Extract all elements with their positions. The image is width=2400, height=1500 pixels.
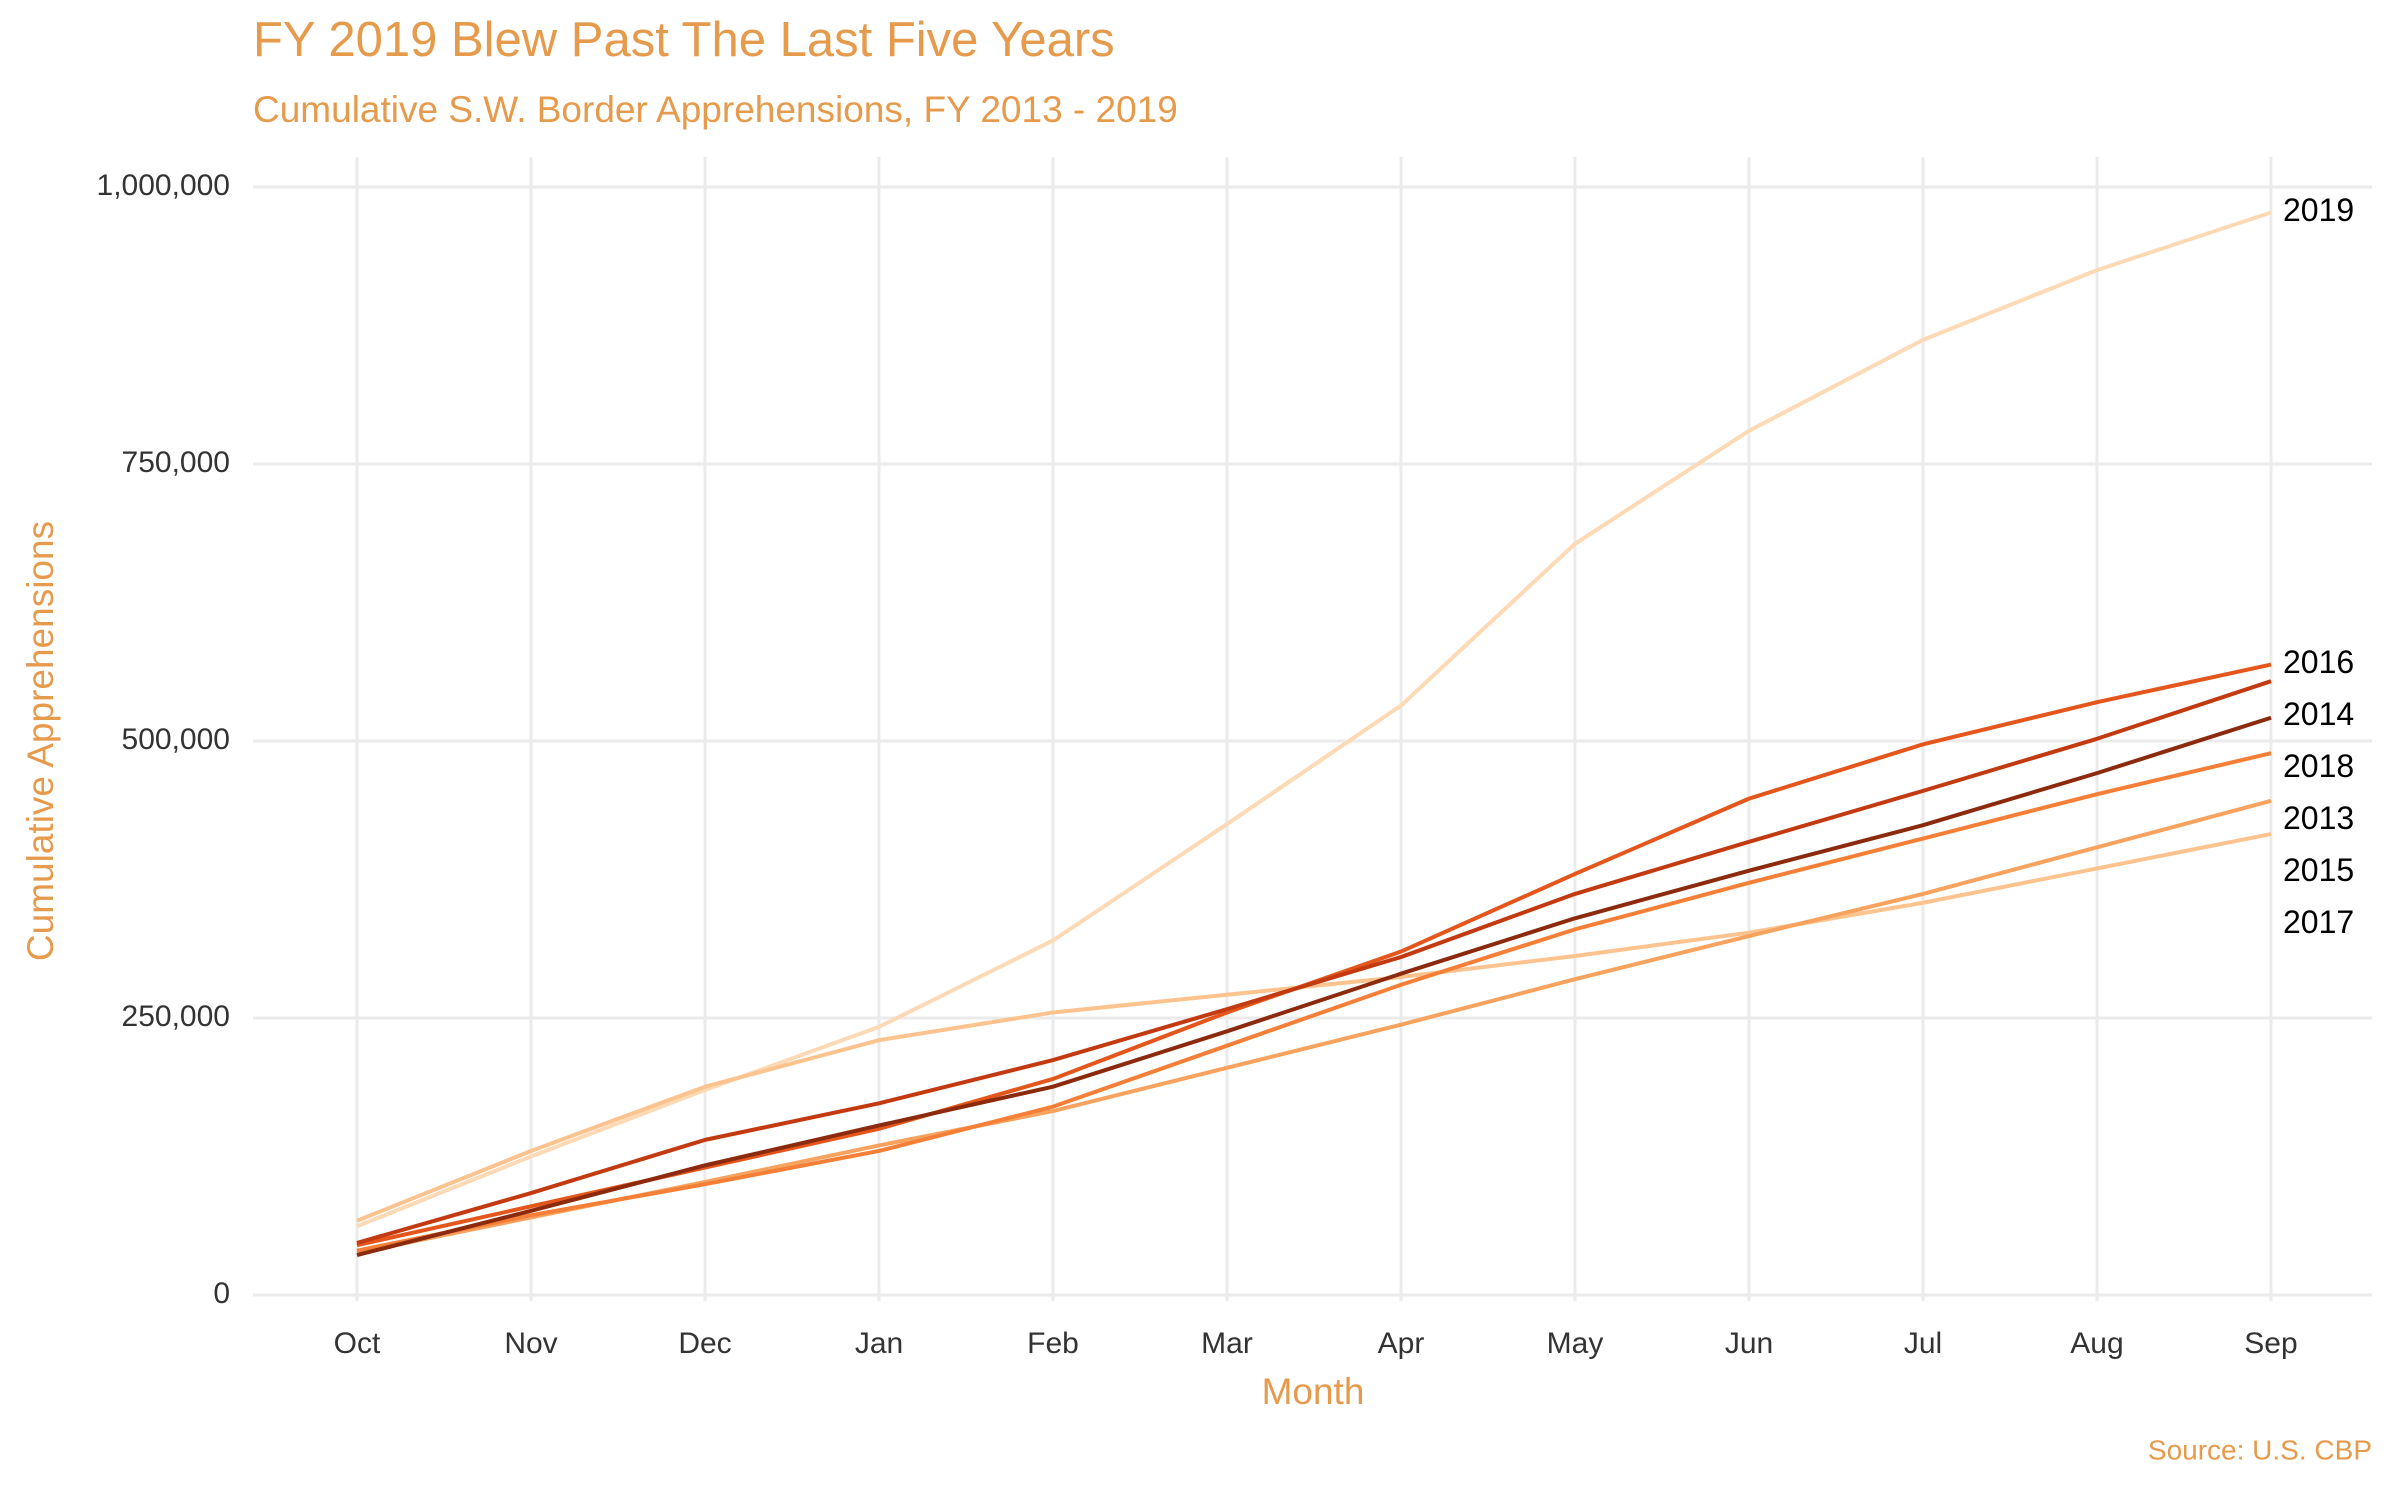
- lines: [356, 210, 2272, 1258]
- y-axis-title: Cumulative Apprehensions: [20, 521, 61, 961]
- y-tick-label: 750,000: [122, 446, 230, 479]
- x-tick-label: Jul: [1904, 1327, 1942, 1360]
- series-line: [356, 832, 2272, 1223]
- x-tick-label: Jun: [1725, 1327, 1773, 1360]
- source-note: Source: U.S. CBP: [2148, 1434, 2372, 1465]
- y-tick-label: 0: [213, 1277, 230, 1310]
- x-axis-title: Month: [1262, 1371, 1365, 1412]
- x-tick-label: Aug: [2070, 1327, 2123, 1360]
- series-line: [356, 679, 2272, 1245]
- x-tick-label: May: [1547, 1327, 1604, 1360]
- x-tick-label: Mar: [1201, 1327, 1253, 1360]
- series-label: 2018: [2283, 748, 2354, 784]
- x-tick-label: Nov: [504, 1327, 557, 1360]
- series-label: 2017: [2283, 904, 2354, 940]
- x-tick-label: Feb: [1027, 1327, 1079, 1360]
- series-line: [356, 210, 2272, 1229]
- series-label: 2013: [2283, 800, 2354, 836]
- series-line: [356, 798, 2272, 1255]
- series-label: 2019: [2283, 192, 2354, 228]
- x-tick-label: Jan: [855, 1327, 903, 1360]
- x-tick-label: Oct: [334, 1327, 381, 1360]
- series-label: 2016: [2283, 644, 2354, 680]
- grid: [253, 157, 2372, 1301]
- x-tick-label: Sep: [2244, 1327, 2297, 1360]
- y-tick-label: 1,000,000: [97, 169, 230, 202]
- chart-subtitle: Cumulative S.W. Border Apprehensions, FY…: [253, 89, 1178, 130]
- y-tick-label: 500,000: [122, 723, 230, 756]
- chart-title: FY 2019 Blew Past The Last Five Years: [253, 13, 1115, 67]
- x-tick-label: Apr: [1378, 1327, 1425, 1360]
- series-label: 2014: [2283, 696, 2354, 732]
- series-line: [356, 715, 2272, 1258]
- series-line: [356, 751, 2272, 1253]
- series-label: 2015: [2283, 852, 2354, 888]
- y-tick-label: 250,000: [122, 1000, 230, 1033]
- x-tick-label: Dec: [678, 1327, 731, 1360]
